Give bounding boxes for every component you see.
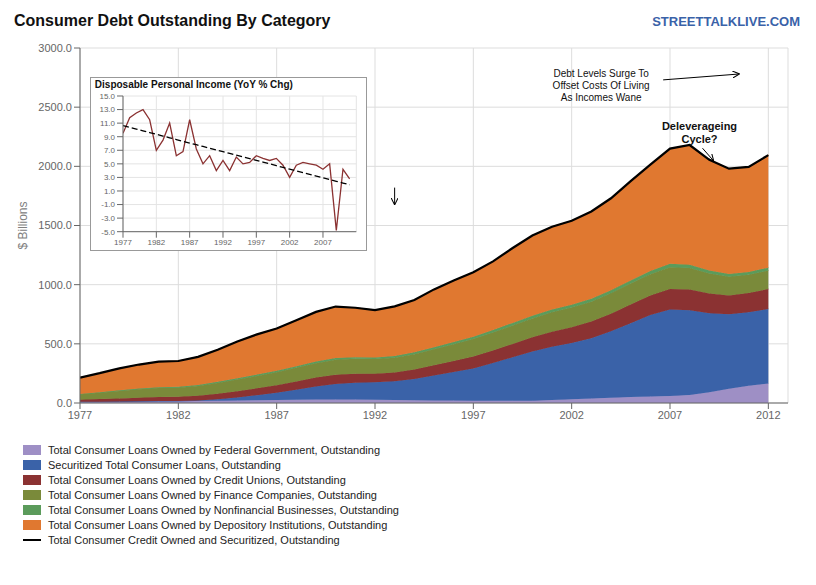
svg-text:1977: 1977	[114, 238, 132, 247]
svg-text:-5.0: -5.0	[101, 228, 115, 237]
svg-text:5.0: 5.0	[104, 160, 116, 169]
html-text:Total Consumer Loans Owned by: Total Consumer Loans Owned by Finance Co…	[48, 488, 377, 501]
html-text:STREETTALKLIVE.COM: STREETTALKLIVE.COM	[652, 14, 800, 29]
svg-text:2002: 2002	[559, 409, 583, 421]
svg-text:2000.0: 2000.0	[38, 160, 72, 172]
svg-text:1.0: 1.0	[104, 187, 116, 196]
html-text:Consumer Debt Outstanding By C: Consumer Debt Outstanding By Category	[14, 12, 331, 29]
svg-text:500.0: 500.0	[44, 338, 72, 350]
svg-text:Debt Levels Surge ToOffset Cos: Debt Levels Surge ToOffset Costs Of Livi…	[553, 68, 650, 103]
svg-text:1000.0: 1000.0	[38, 279, 72, 291]
svg-text:1982: 1982	[166, 409, 190, 421]
svg-text:1997: 1997	[461, 409, 485, 421]
svg-text:1997: 1997	[247, 238, 265, 247]
html-text:Total Consumer Loans Owned by: Total Consumer Loans Owned by Nonfinanci…	[48, 503, 399, 516]
svg-text:2500.0: 2500.0	[38, 101, 72, 113]
svg-text:0.0: 0.0	[57, 397, 72, 409]
svg-text:1987: 1987	[181, 238, 199, 247]
svg-text:-3.0: -3.0	[101, 214, 115, 223]
html-text:Total Consumer Credit Owned an: Total Consumer Credit Owned and Securiti…	[48, 533, 340, 546]
svg-text:2012: 2012	[756, 409, 780, 421]
svg-text:2002: 2002	[281, 238, 299, 247]
svg-text:7.0: 7.0	[104, 146, 116, 155]
svg-text:2007: 2007	[314, 238, 332, 247]
svg-text:11.0: 11.0	[100, 119, 116, 128]
svg-text:1992: 1992	[214, 238, 232, 247]
svg-text:9.0: 9.0	[104, 133, 116, 142]
svg-text:DeleverageingCycle?: DeleverageingCycle?	[662, 120, 737, 145]
svg-text:1500.0: 1500.0	[38, 219, 72, 231]
html-text:Total Consumer Loans Owned by: Total Consumer Loans Owned by Credit Uni…	[48, 473, 346, 486]
svg-text:3.0: 3.0	[104, 173, 116, 182]
svg-text:15.0: 15.0	[99, 92, 115, 101]
html-text:Total Consumer Loans Owned by: Total Consumer Loans Owned by Depository…	[48, 518, 388, 531]
svg-text:1987: 1987	[264, 409, 288, 421]
svg-text:1982: 1982	[147, 238, 165, 247]
html-text:Total Consumer Loans Owned by: Total Consumer Loans Owned by Federal Go…	[48, 443, 380, 456]
svg-text:-1.0: -1.0	[101, 201, 115, 210]
svg-text:13.0: 13.0	[99, 106, 115, 115]
html-text:Securitized Total Consumer Loa: Securitized Total Consumer Loans, Outsta…	[48, 458, 281, 471]
svg-text:2007: 2007	[658, 409, 682, 421]
svg-text:1977: 1977	[68, 409, 92, 421]
svg-text:$ Billions: $ Billions	[16, 201, 30, 249]
svg-text:1992: 1992	[363, 409, 387, 421]
html-text:Disposable Personal Income (Yo: Disposable Personal Income (YoY % Chg)	[94, 79, 293, 91]
svg-text:3000.0: 3000.0	[38, 42, 72, 54]
